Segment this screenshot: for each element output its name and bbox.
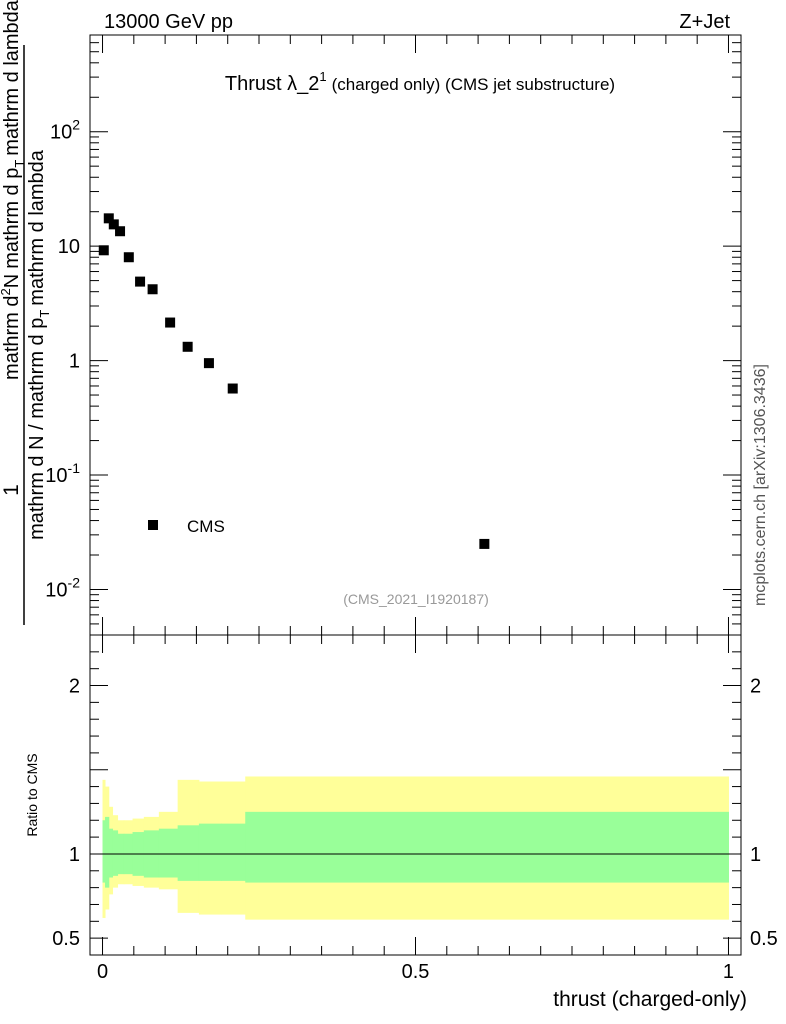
data-point (135, 276, 146, 287)
data-point (98, 245, 109, 256)
y-label-denominator: mathrm d N / mathrm d pTmathrm d lambda (26, 149, 52, 540)
ratio-y-tick-label-right: 0.5 (750, 928, 778, 950)
data-point (115, 226, 126, 237)
plot-title-rest: (charged only) (CMS jet substructure) (332, 75, 615, 94)
ratio-y-tick-label-right: 2 (750, 676, 761, 698)
ratio-x-ticks: 0 0.5 1 (97, 635, 734, 983)
x-axis-label: thrust (charged-only) (553, 988, 747, 1011)
x-tick-label: 0.5 (402, 961, 430, 983)
y-tick-label: 10-1 (45, 460, 80, 487)
ratio-y-tick-label-right: 1 (750, 844, 761, 866)
inner-uncertainty-band (221, 823, 246, 881)
y-label-numerator: mathrm d2Nmathrm d pTmathrm d lambda (0, 0, 27, 380)
data-point (108, 219, 119, 230)
ratio-bands (102, 776, 729, 920)
analysis-tag: (CMS_2021_I1920187) (343, 591, 489, 607)
main-x-ticks (102, 35, 729, 635)
ratio-y-ticks: 0.5 0.5 1 1 2 2 (52, 634, 778, 950)
data-point (479, 538, 490, 549)
data-point (103, 213, 114, 224)
legend-marker (148, 520, 158, 530)
data-point (123, 252, 134, 263)
process-label: Z+Jet (679, 11, 730, 33)
ratio-plot-panel: 0.5 0.51 12 2 0 0.5 1 Ratio to CMS thrust (ch… (24, 634, 778, 1011)
x-tick-label: 0 (97, 961, 108, 983)
plot-title-main: Thrust λ_2 (225, 73, 319, 95)
inner-uncertainty-band (112, 830, 119, 876)
ratio-y-axis-label: Ratio to CMS (24, 753, 40, 836)
y-tick-label: 1 (69, 351, 80, 373)
y-tick-label: 10-2 (45, 574, 80, 601)
inner-uncertainty-band (105, 816, 110, 888)
main-plot-frame (89, 34, 742, 636)
data-point (147, 284, 158, 295)
data-point (165, 317, 176, 328)
inner-uncertainty-band (245, 811, 729, 883)
inner-uncertainty-band (102, 820, 106, 883)
legend-label: CMS (187, 517, 225, 536)
side-source-label: mcplots.cern.ch [arXiv:1306.3436] (752, 364, 769, 606)
data-point (182, 341, 193, 352)
ratio-y-tick-label: 1 (69, 844, 80, 866)
energy-label: 13000 GeV pp (104, 11, 233, 33)
ratio-y-tick-label: 0.5 (52, 928, 80, 950)
main-y-ticks: 10-2 10-1 1 10 102 (45, 34, 741, 636)
y-tick-label: 102 (50, 117, 80, 144)
inner-uncertainty-band (158, 828, 179, 878)
data-point (227, 383, 238, 394)
data-points (98, 213, 490, 549)
inner-uncertainty-band (177, 825, 200, 881)
y-tick-label: 10 (58, 236, 80, 258)
plot-title-sup: 1 (319, 69, 326, 84)
y-label-one: 1 (0, 484, 23, 496)
main-y-axis-label: 1 mathrm d N / mathrm d pTmathrm d lambd… (0, 0, 52, 625)
plot-title: Thrust λ_21 (charged only) (CMS jet subst… (225, 69, 615, 95)
x-tick-label: 1 (723, 961, 734, 983)
ratio-y-tick-label: 2 (69, 676, 80, 698)
inner-uncertainty-band (198, 823, 222, 881)
inner-uncertainty-band (108, 828, 114, 878)
data-point (203, 358, 214, 369)
